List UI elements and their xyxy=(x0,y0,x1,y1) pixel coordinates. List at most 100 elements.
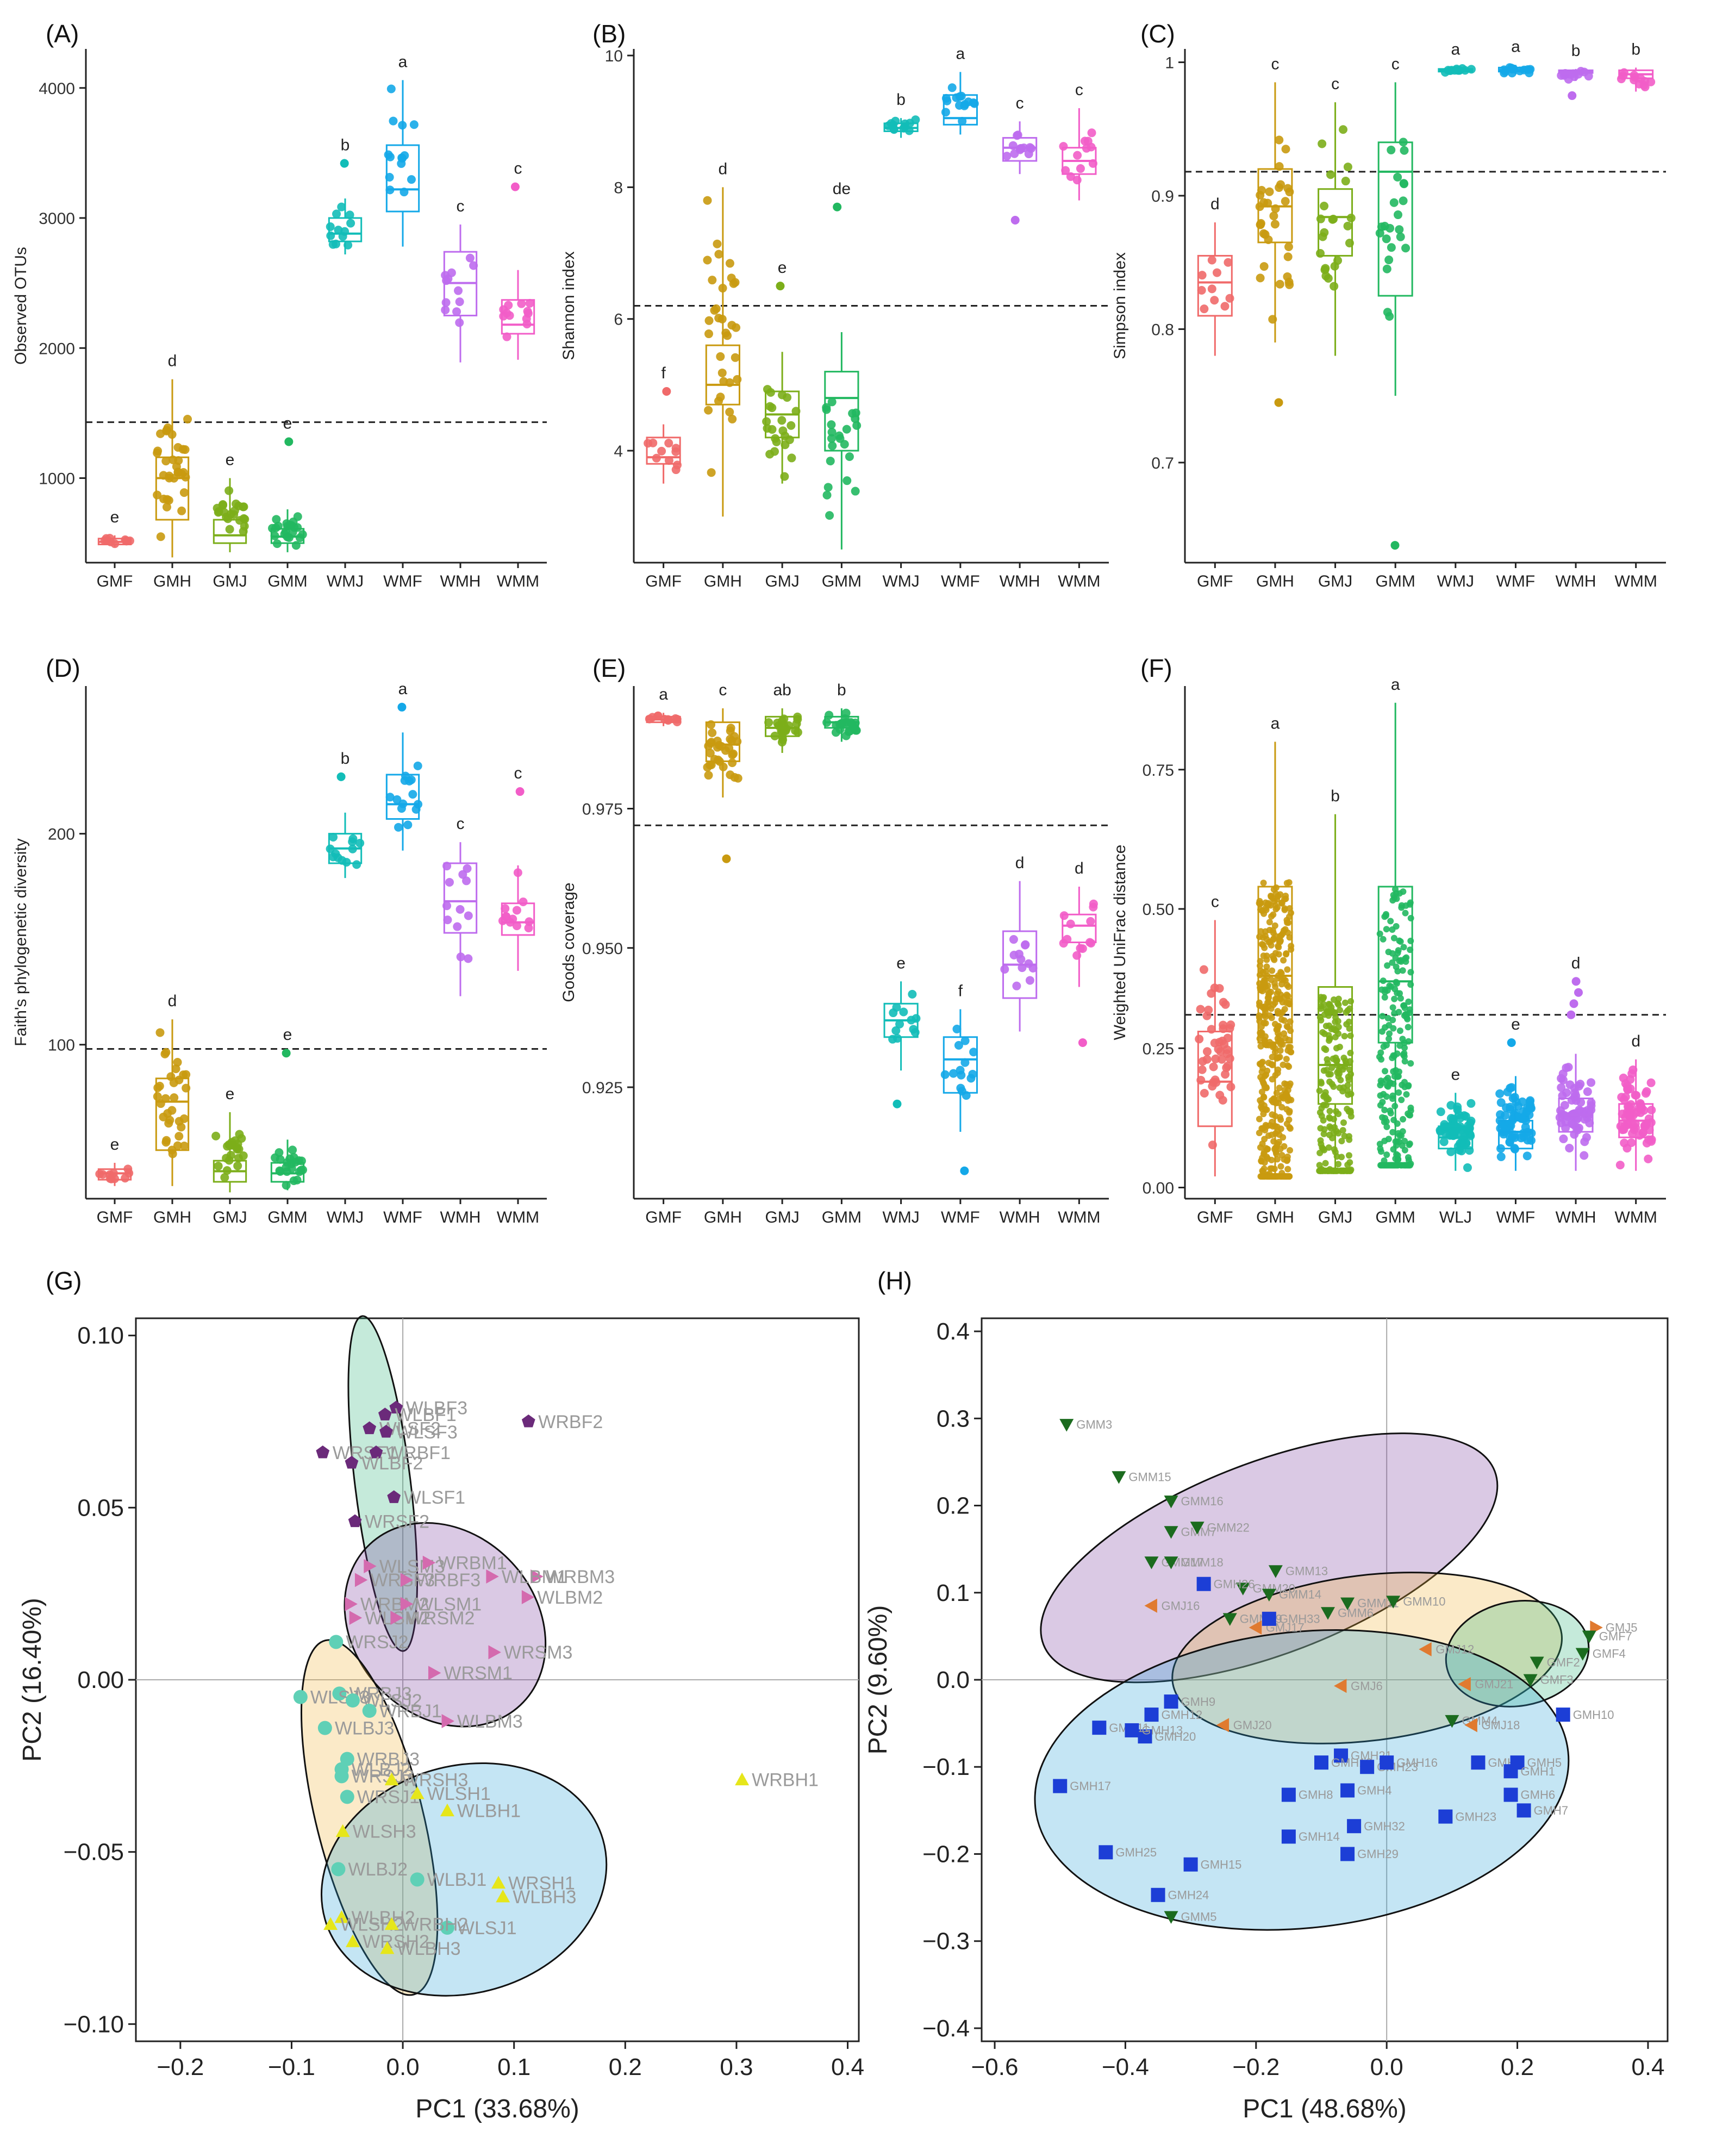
data-point xyxy=(1275,279,1284,289)
data-point xyxy=(1383,1151,1390,1158)
data-point xyxy=(716,392,725,402)
x-axis-title: PC1 (48.68%) xyxy=(1243,2095,1406,2123)
data-point xyxy=(413,761,422,770)
data-point xyxy=(165,1116,174,1125)
sample-label: GMH24 xyxy=(1168,1888,1209,1902)
x-tick-label: WMH xyxy=(1556,1208,1596,1226)
x-tick-label: −0.1 xyxy=(268,2054,315,2080)
data-point xyxy=(512,921,521,931)
data-point xyxy=(841,708,851,718)
sample-point xyxy=(1360,1760,1375,1774)
outlier-point xyxy=(1274,398,1283,407)
sample-label: GMH8 xyxy=(1299,1788,1333,1802)
data-point xyxy=(1390,892,1397,899)
data-point xyxy=(713,239,722,248)
data-point xyxy=(1283,252,1293,261)
data-point xyxy=(1286,1107,1293,1114)
data-point xyxy=(179,1141,189,1150)
x-tick-label: GMH xyxy=(704,572,742,590)
sample-label: GMH17 xyxy=(1070,1779,1111,1793)
x-tick-label: GMJ xyxy=(765,572,799,590)
y-tick-label: 0.05 xyxy=(77,1494,124,1521)
data-point xyxy=(1378,1028,1386,1035)
data-point xyxy=(955,101,964,110)
data-point xyxy=(1283,1120,1290,1127)
group-ellipse xyxy=(344,1522,547,1728)
data-point xyxy=(1506,1083,1515,1093)
sample-label: WRBM2 xyxy=(360,1594,429,1615)
sample-point xyxy=(345,1597,358,1611)
data-point xyxy=(121,1174,130,1183)
sample-point xyxy=(1099,1845,1113,1860)
data-point xyxy=(512,906,521,915)
data-point xyxy=(1567,1096,1576,1105)
sample-point xyxy=(428,1666,441,1680)
data-point xyxy=(1276,1114,1283,1121)
data-point xyxy=(386,84,396,94)
sample-label: WLSH1 xyxy=(427,1784,491,1804)
data-point xyxy=(1398,1132,1405,1139)
data-point xyxy=(454,286,463,295)
data-point xyxy=(1401,1002,1408,1009)
data-point xyxy=(397,153,407,163)
data-point xyxy=(1195,1035,1204,1044)
sample-point xyxy=(1281,1787,1296,1802)
sample-label: WLSF1 xyxy=(404,1487,465,1508)
sample-label: GMF4 xyxy=(1593,1647,1626,1661)
sample-point xyxy=(1419,1642,1432,1656)
sample-label: GMM20 xyxy=(1253,1581,1295,1595)
data-point xyxy=(1226,1020,1235,1030)
data-point xyxy=(1276,180,1285,189)
sample-point xyxy=(349,1611,363,1625)
data-point xyxy=(452,307,461,316)
data-point xyxy=(1259,262,1269,271)
significance-letter: a xyxy=(398,53,408,71)
data-point xyxy=(346,219,355,228)
data-point xyxy=(1401,1012,1408,1019)
data-point xyxy=(825,511,834,520)
sample-point xyxy=(1340,1847,1355,1861)
data-point xyxy=(1259,1105,1266,1112)
data-point xyxy=(1345,1167,1352,1174)
significance-letter: d xyxy=(719,160,728,178)
y-tick-label: 100 xyxy=(48,1037,75,1055)
significance-letter: d xyxy=(1015,854,1025,872)
data-point xyxy=(1389,950,1396,957)
box-WMF xyxy=(1497,1120,1533,1150)
x-tick-label: WMM xyxy=(1058,572,1100,590)
data-point xyxy=(281,527,290,537)
data-point xyxy=(1275,1066,1282,1073)
data-point xyxy=(1402,909,1409,917)
data-point xyxy=(851,487,860,496)
data-point xyxy=(1256,220,1265,229)
y-axis-title: Observed OTUs xyxy=(12,247,30,365)
data-point xyxy=(1263,1145,1270,1152)
data-point xyxy=(728,414,737,423)
sample-point xyxy=(735,1772,750,1786)
x-tick-label: WMF xyxy=(383,572,422,590)
data-point xyxy=(1561,1123,1570,1132)
data-point xyxy=(956,1065,965,1075)
data-point xyxy=(1278,900,1285,907)
data-point xyxy=(1279,1094,1286,1101)
data-point xyxy=(731,278,740,287)
outlier-point xyxy=(1574,988,1583,997)
x-tick-label: GMF xyxy=(97,1208,133,1226)
data-point xyxy=(164,496,173,505)
data-point xyxy=(1329,1135,1336,1142)
data-point xyxy=(1570,1088,1580,1098)
sample-label: WLBJ1 xyxy=(427,1870,487,1890)
sample-point xyxy=(491,1875,506,1889)
x-tick-label: WMM xyxy=(497,572,539,590)
sample-label: GMH33 xyxy=(1279,1612,1320,1626)
data-point xyxy=(345,210,354,220)
data-point xyxy=(1273,1150,1280,1157)
sample-label: GMJ16 xyxy=(1161,1599,1200,1612)
data-point xyxy=(174,1132,184,1141)
data-point xyxy=(1259,198,1269,207)
data-point xyxy=(1406,1140,1413,1147)
data-point xyxy=(1256,933,1263,940)
data-point xyxy=(1281,145,1290,154)
y-tick-label: 6 xyxy=(614,311,623,329)
box-GMM xyxy=(824,371,859,452)
